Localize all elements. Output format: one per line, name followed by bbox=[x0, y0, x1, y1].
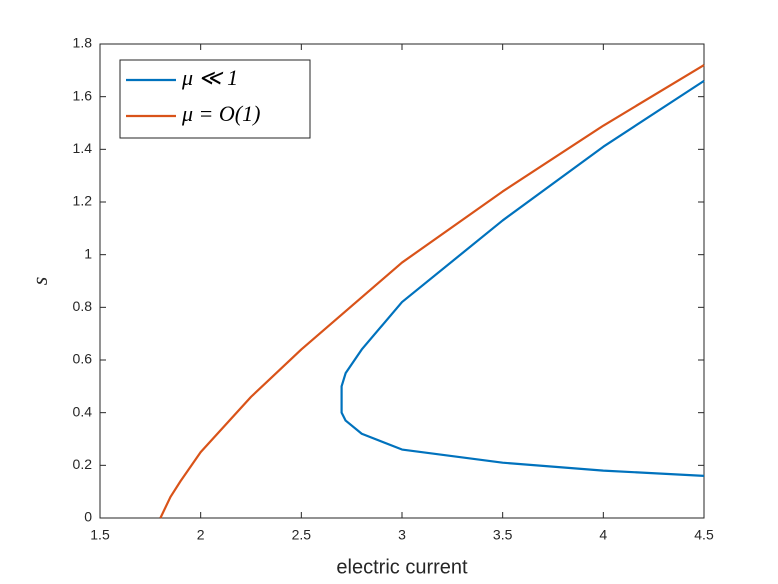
x-tick-label: 4.5 bbox=[694, 527, 714, 543]
legend-label: μ ≪ 1 bbox=[181, 65, 238, 90]
y-tick-label: 0.4 bbox=[73, 403, 93, 419]
y-tick-label: 0.6 bbox=[73, 351, 93, 367]
data-line bbox=[159, 64, 705, 519]
y-tick-label: 1.2 bbox=[73, 193, 93, 209]
y-tick-label: 1.4 bbox=[73, 140, 93, 156]
data-line bbox=[340, 79, 705, 477]
x-tick-label: 3 bbox=[398, 527, 406, 543]
x-axis-label: electric current bbox=[336, 556, 468, 578]
x-tick-label: 2.5 bbox=[292, 527, 312, 543]
y-axis-label: s bbox=[27, 277, 52, 286]
y-tick-label: 0.2 bbox=[73, 456, 93, 472]
x-tick-label: 1.5 bbox=[90, 527, 110, 543]
x-tick-label: 3.5 bbox=[493, 527, 513, 543]
x-tick-label: 4 bbox=[599, 527, 607, 543]
y-tick-label: 1 bbox=[84, 245, 92, 261]
legend-box bbox=[119, 59, 311, 139]
y-tick-label: 0.8 bbox=[73, 298, 93, 314]
legend-label: μ = O(1) bbox=[181, 101, 260, 126]
y-tick-label: 1.6 bbox=[73, 87, 93, 103]
x-tick-label: 2 bbox=[197, 527, 205, 543]
y-tick-label: 0 bbox=[84, 509, 92, 525]
y-tick-label: 1.8 bbox=[73, 35, 93, 51]
